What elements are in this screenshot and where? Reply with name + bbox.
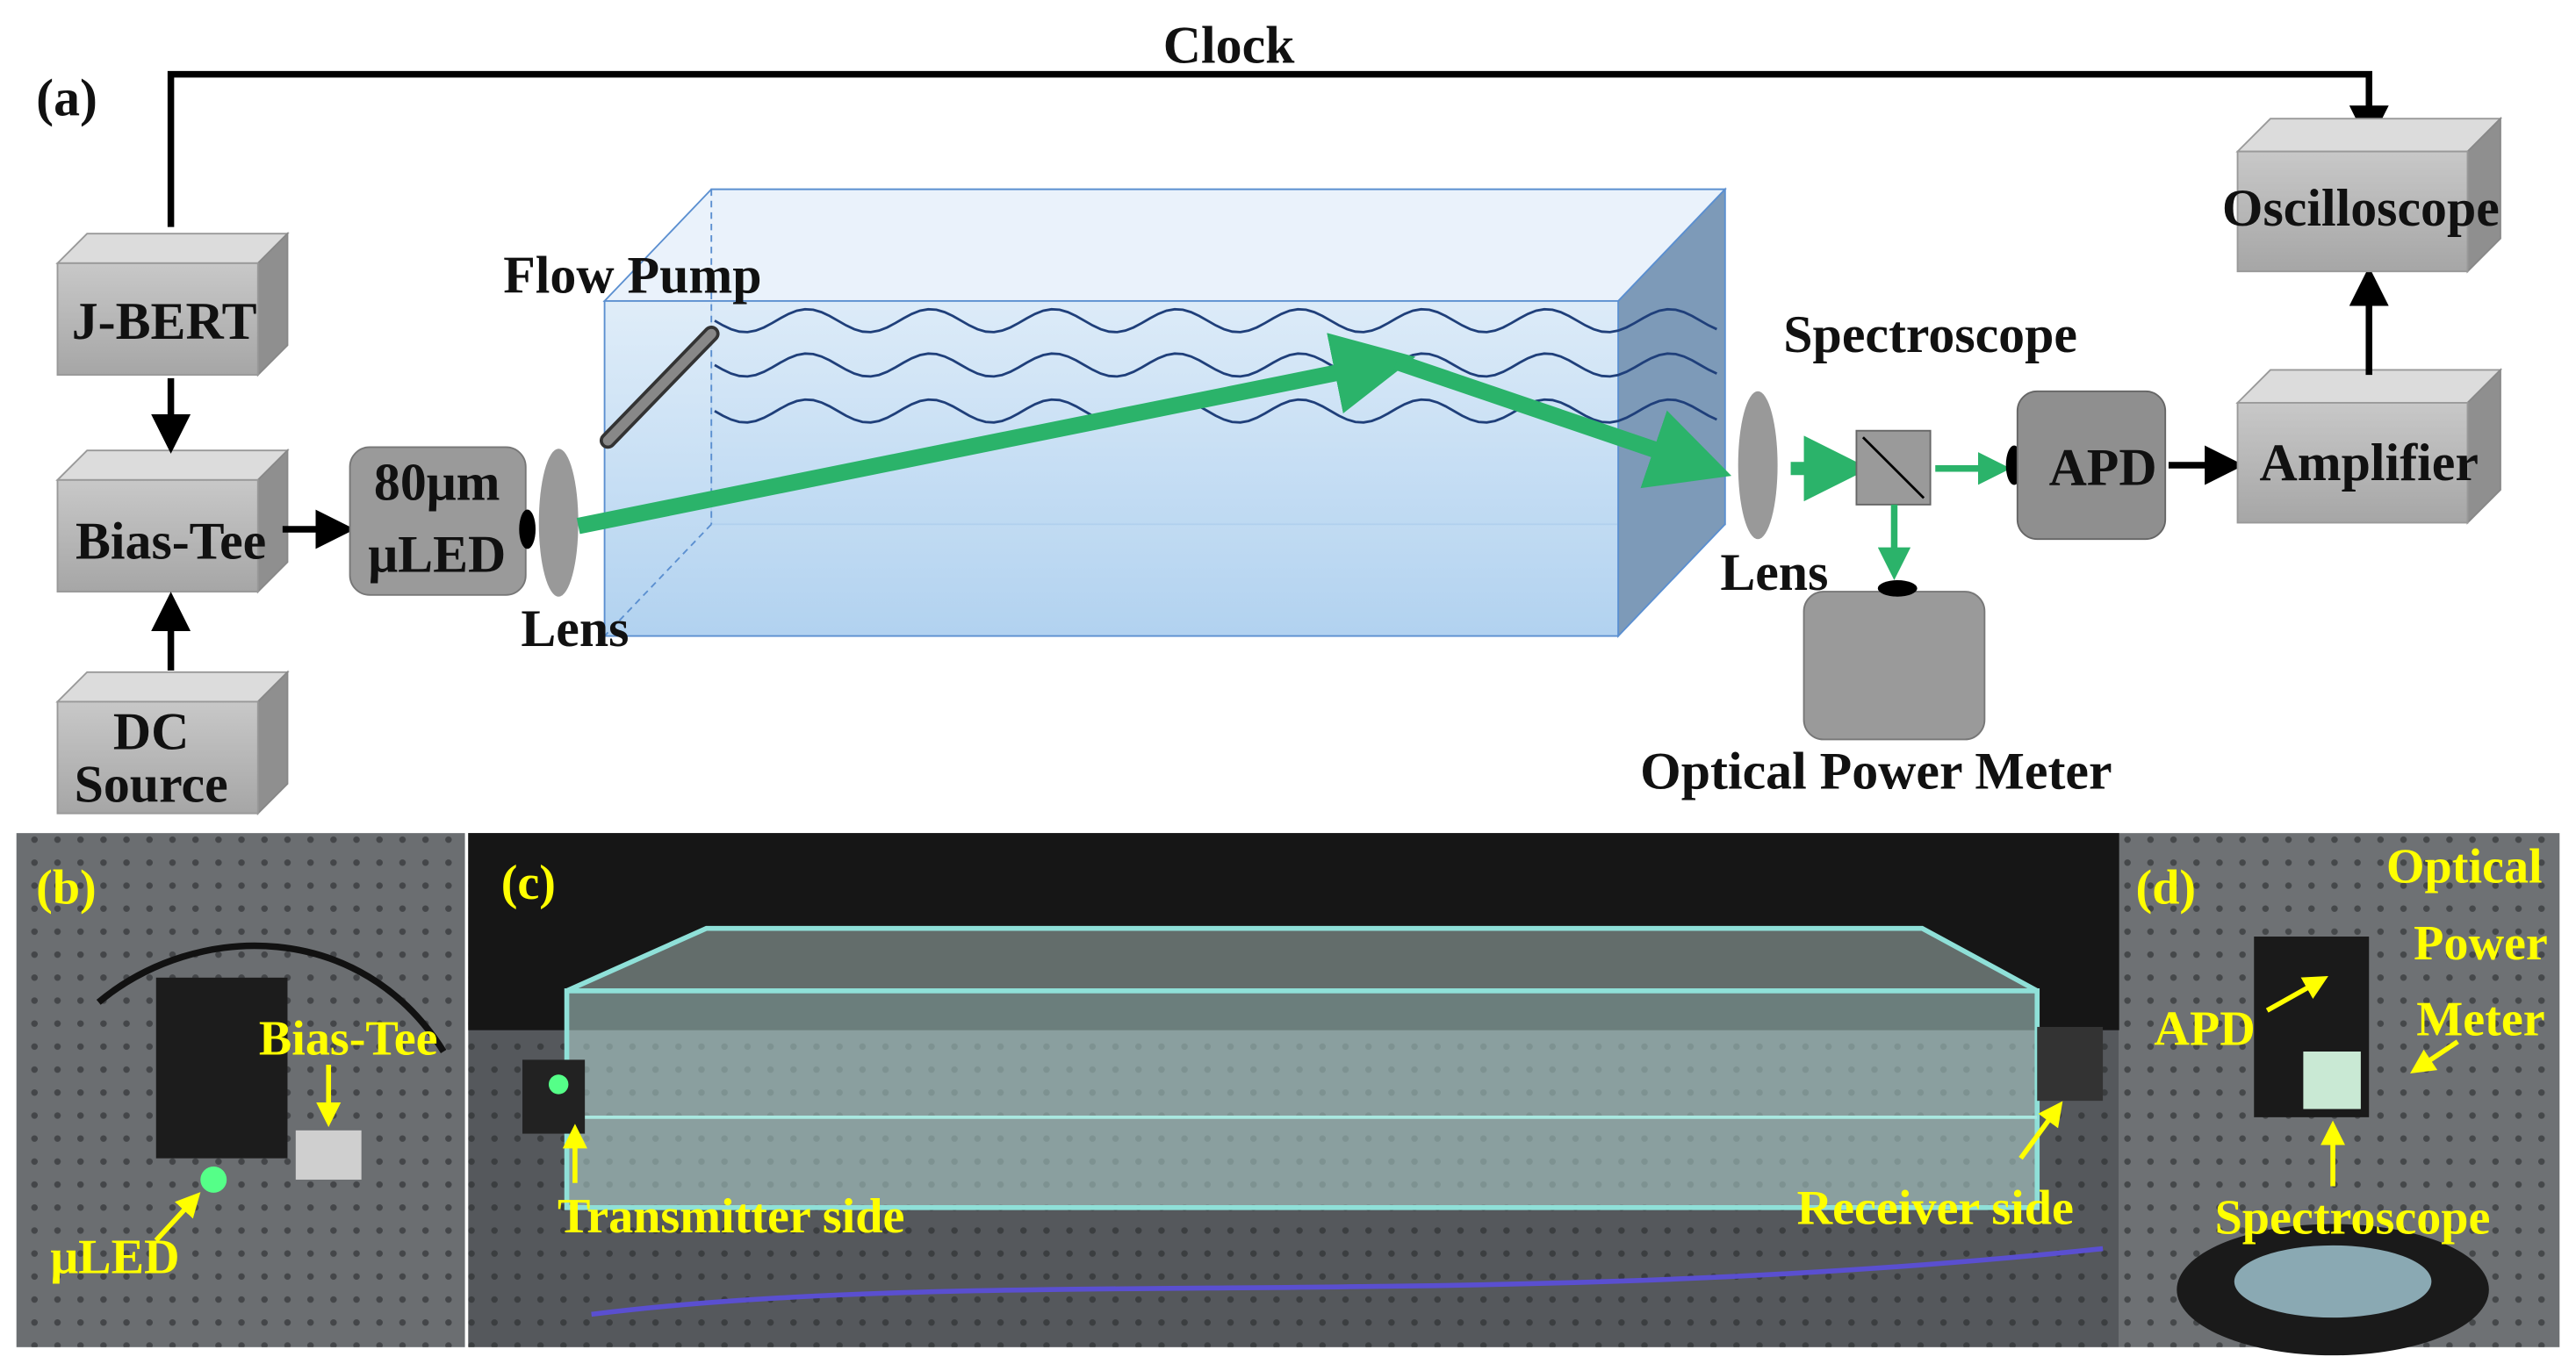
box-front xyxy=(56,262,259,377)
spectroscope-label: Spectroscope xyxy=(2215,1191,2491,1246)
panel-label: (a) xyxy=(36,68,97,126)
box-top xyxy=(2235,118,2503,153)
light-path xyxy=(1393,354,1732,489)
cable xyxy=(96,942,447,1054)
clock-label: Clock xyxy=(1163,17,1295,75)
bias-tee-label: Bias-Tee xyxy=(259,1012,438,1066)
apd-label: APD xyxy=(2154,1002,2255,1057)
lens-label: Lens xyxy=(521,599,629,657)
water-wave xyxy=(714,398,1717,424)
panel-label: (d) xyxy=(2136,861,2197,915)
tank-top xyxy=(602,188,1727,302)
box-front xyxy=(56,700,259,815)
flow-pump-label: Flow Pump xyxy=(503,247,761,305)
flow-pump-tube xyxy=(602,328,716,446)
tank-photo xyxy=(564,987,2040,1210)
pointer xyxy=(2410,1039,2459,1073)
bias-tee-device xyxy=(295,1130,362,1180)
power-meter-label: Optical Power Meter xyxy=(2386,839,2548,1046)
cable xyxy=(591,1246,2104,1317)
apd-label: APD xyxy=(2049,438,2157,496)
lens-label: Lens xyxy=(1720,543,1828,601)
receiver xyxy=(2037,1026,2104,1102)
pointer xyxy=(2018,1101,2063,1160)
dc-source-label: DC Source xyxy=(75,703,228,814)
detector xyxy=(1877,579,1918,597)
uled-label: μLED xyxy=(50,1231,179,1285)
water-wave xyxy=(714,352,1717,378)
lens xyxy=(538,449,579,597)
amplifier-label: Amplifier xyxy=(2260,434,2479,492)
box-front xyxy=(56,478,259,593)
emitter xyxy=(519,509,536,549)
light-path xyxy=(576,333,1416,535)
transmitter xyxy=(522,1059,586,1134)
diagram-shapes xyxy=(16,70,2560,1356)
led-glow xyxy=(200,1166,227,1193)
pointer xyxy=(2265,976,2328,1013)
bias-tee-label: Bias-Tee xyxy=(76,513,266,571)
box-top xyxy=(55,671,290,703)
spectroscope-label: Spectroscope xyxy=(1783,305,2077,363)
apd xyxy=(2016,390,2167,541)
lens-glass xyxy=(2234,1245,2432,1318)
panel-label: (b) xyxy=(36,861,97,915)
lens xyxy=(1738,391,1778,540)
hidden-edge xyxy=(603,189,713,637)
power-meter xyxy=(1802,591,1986,741)
box-front xyxy=(2236,150,2469,273)
receiver-label: Receiver side xyxy=(1797,1181,2074,1235)
panel-label: (c) xyxy=(501,856,556,910)
box-top xyxy=(55,233,290,264)
pointer xyxy=(154,1192,201,1243)
splitter-diagonal xyxy=(1861,436,1925,499)
box-top xyxy=(2235,369,2503,404)
spectroscope-cube xyxy=(2303,1052,2361,1109)
led-glow xyxy=(548,1074,569,1095)
tank-photo-top xyxy=(565,925,2039,994)
uled-label: 80μm μLED xyxy=(368,453,506,583)
power-meter-label: Optical Power Meter xyxy=(1640,743,2112,800)
stage xyxy=(155,977,288,1159)
oscilloscope-label: Oscilloscope xyxy=(2222,179,2500,237)
tank-front xyxy=(603,299,1620,637)
transmitter-label: Transmitter side xyxy=(558,1189,904,1244)
jbert-label: J-BERT xyxy=(72,292,257,350)
water-wave xyxy=(714,307,1717,334)
box-front xyxy=(2236,401,2469,524)
box-top xyxy=(55,449,290,481)
clock-line xyxy=(167,70,2389,227)
